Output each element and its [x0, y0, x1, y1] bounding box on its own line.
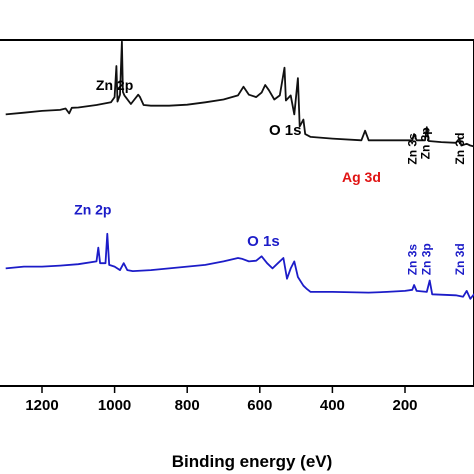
x-tick-label: 600: [247, 397, 272, 414]
spectrum-line-1: [5, 40, 474, 148]
x-tick-label: 1200: [25, 397, 58, 414]
x-tick-label: 800: [175, 397, 200, 414]
spectrum-line-2: [5, 232, 474, 300]
plot-frame: [0, 39, 474, 387]
peak-label-4: Zn 3s: [406, 133, 420, 165]
x-axis-ticks: 1200 1000 800 600 400 200: [25, 386, 418, 414]
peak-label-10: Zn 3p: [419, 243, 433, 275]
peak-label-9: Zn 3s: [406, 244, 420, 276]
peak-label-5: Zn 3p: [419, 127, 433, 159]
x-axis-title: Binding energy (eV): [172, 452, 333, 471]
peak-label-11: Zn 3d: [453, 243, 467, 275]
series-layer: [5, 40, 474, 300]
x-tick-label: 400: [320, 397, 345, 414]
peak-label-1: Zn 2p: [96, 77, 133, 93]
x-tick-label: 200: [392, 397, 417, 414]
x-tick-label: 1000: [98, 397, 131, 414]
peak-label-8: O 1s: [247, 233, 280, 250]
peak-label-7: Zn 2p: [74, 202, 111, 218]
peak-label-6: Zn 3d: [453, 133, 467, 165]
peak-label-2: O 1s: [269, 122, 302, 139]
peak-label-3: Ag 3d: [342, 169, 381, 185]
